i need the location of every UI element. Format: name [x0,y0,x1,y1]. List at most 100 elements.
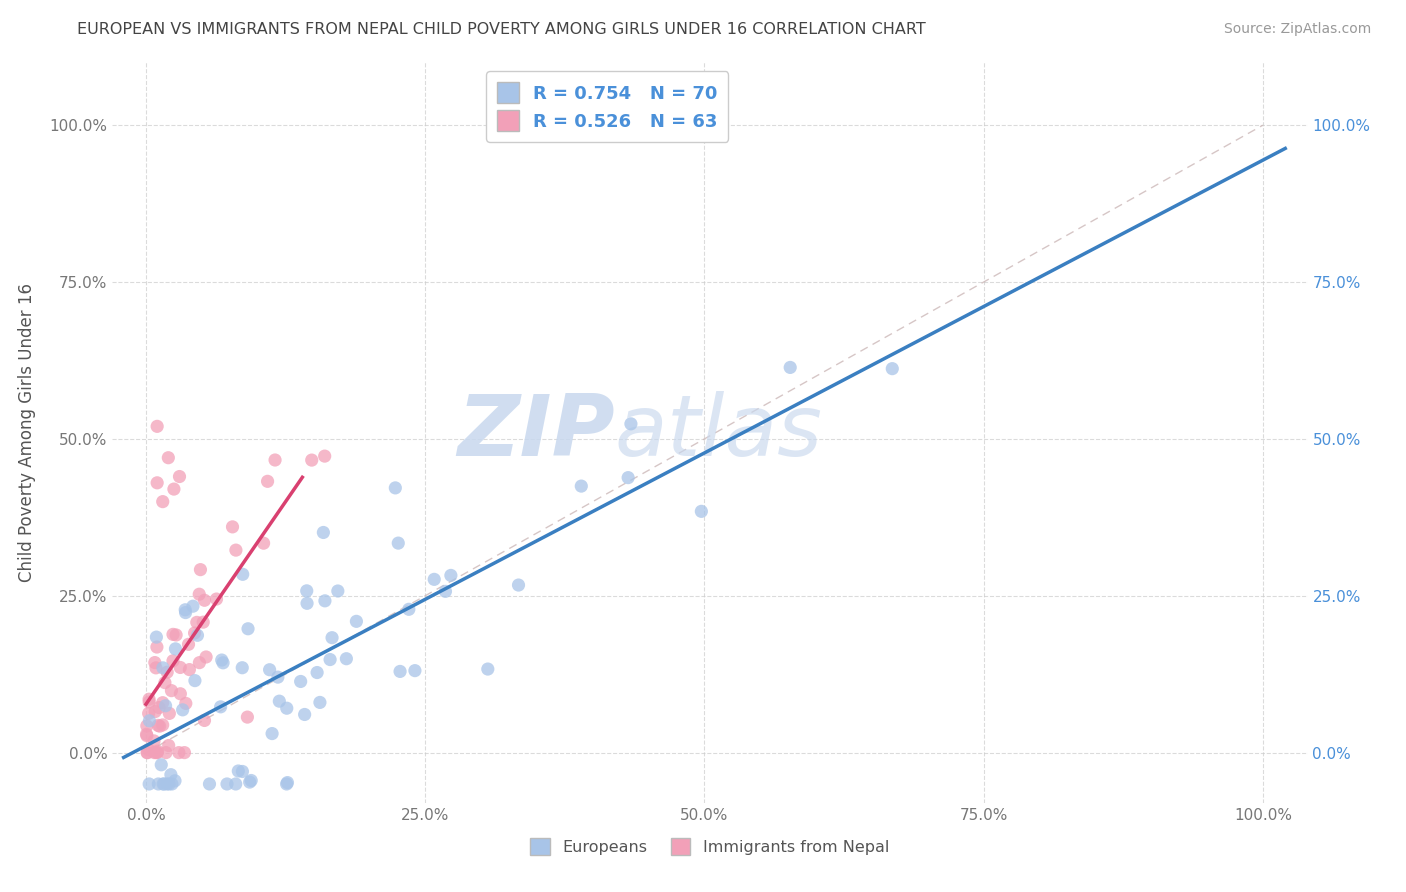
Point [155,698,177,713]
Point [177,637,200,651]
Point [153,777,176,791]
Point [211,653,233,667]
Point [143,746,166,760]
Point [314,594,336,608]
Point [188,587,211,601]
Point [165,628,187,642]
Point [162,627,184,641]
Point [477,662,499,676]
Point [236,710,259,724]
Point [335,651,357,665]
Point [188,656,211,670]
Point [434,584,457,599]
Point [146,718,169,732]
Point [135,727,157,741]
Point [148,777,170,791]
Point [152,661,174,675]
Point [779,360,801,375]
Point [387,536,409,550]
Point [269,694,291,708]
Point [173,746,195,760]
Point [145,661,167,675]
Point [163,482,186,496]
Point [186,628,208,642]
Point [146,744,169,758]
Point [138,692,160,706]
Point [157,706,180,721]
Point [172,703,194,717]
Point [152,696,174,710]
Point [620,417,643,431]
Point [690,504,713,518]
Point [174,606,197,620]
Point [179,663,201,677]
Point [146,640,169,654]
Point [145,746,167,760]
Point [301,453,323,467]
Point [136,746,159,760]
Point [155,746,177,760]
Point [256,475,278,489]
Point [344,615,367,629]
Point [321,631,343,645]
Point [156,665,179,680]
Point [239,775,262,789]
Point [157,739,180,753]
Text: EUROPEAN VS IMMIGRANTS FROM NEPAL CHILD POVERTY AMONG GIRLS UNDER 16 CORRELATION: EUROPEAN VS IMMIGRANTS FROM NEPAL CHILD … [77,22,927,37]
Point [162,654,184,668]
Point [138,706,160,721]
Point [148,700,170,714]
Point [226,764,249,778]
Point [146,419,169,434]
Text: Source: ZipAtlas.com: Source: ZipAtlas.com [1223,22,1371,37]
Point [231,661,253,675]
Point [143,656,166,670]
Point [508,578,530,592]
Point [174,603,197,617]
Point [231,764,253,779]
Point [423,573,446,587]
Point [186,615,208,630]
Text: ZIP: ZIP [457,391,614,475]
Point [236,622,259,636]
Point [440,568,463,582]
Point [252,536,274,550]
Point [295,596,318,610]
Point [169,660,191,674]
Point [181,599,204,614]
Point [389,665,412,679]
Point [146,475,169,490]
Point [157,777,180,791]
Legend: Europeans, Immigrants from Nepal: Europeans, Immigrants from Nepal [524,832,896,862]
Point [212,656,235,670]
Point [290,674,312,689]
Point [225,777,247,791]
Point [232,567,254,582]
Point [153,675,176,690]
Point [198,777,221,791]
Point [160,683,183,698]
Point [221,520,243,534]
Point [209,699,232,714]
Point [384,481,406,495]
Point [309,695,332,709]
Point [169,469,191,483]
Point [160,767,183,781]
Point [174,697,197,711]
Point [276,775,298,789]
Point [157,450,180,465]
Point [183,626,205,640]
Point [145,630,167,644]
Point [319,652,342,666]
Point [143,734,166,748]
Point [152,718,174,732]
Point [569,479,592,493]
Point [617,470,640,484]
Point [152,494,174,508]
Point [156,777,179,791]
Point [138,777,160,791]
Point [135,729,157,743]
Point [295,583,318,598]
Point [193,714,215,728]
Point [135,719,157,733]
